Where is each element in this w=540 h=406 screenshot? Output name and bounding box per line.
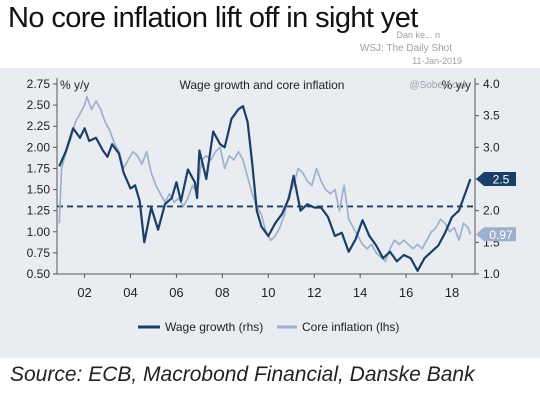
chart-title: Wage growth and core inflation: [180, 78, 345, 92]
right-axis-tick-label: 3.0: [483, 140, 500, 154]
left-axis-tick-label: 2.75: [27, 77, 51, 91]
wage-end-label: 2.5: [493, 173, 510, 187]
left-axis-tick-label: 0.75: [27, 246, 51, 260]
left-axis-tick-label: 1.50: [27, 183, 51, 197]
legend-label-wage: Wage growth (rhs): [165, 320, 263, 334]
x-axis-tick-label: 18: [445, 285, 459, 300]
left-axis-tick-label: 1.25: [27, 204, 51, 218]
x-axis-tick-label: 04: [123, 285, 137, 300]
wage-end-tag: [476, 172, 516, 186]
x-axis-tick-label: 14: [353, 285, 367, 300]
x-axis-tick-label: 10: [261, 285, 275, 300]
x-axis-tick-label: 08: [215, 285, 229, 300]
right-axis-tick-label: 2.0: [483, 204, 500, 218]
chart-svg: 2.75 2.50 2.25 2.00 1.75 1.50 1.25 1.00 0.75 0.50…: [27, 77, 516, 334]
chart-panel: 2.75 2.50 2.25 2.00 1.75 1.50 1.25 1.00 0.75 0.50…: [0, 68, 540, 358]
right-axis-label: % y/y: [442, 78, 471, 92]
left-axis-label: % y/y: [60, 78, 89, 92]
left-axis-tick-label: 2.25: [27, 119, 51, 133]
left-axis-tick-label: 0.50: [27, 267, 51, 281]
page-title: No core inflation lift off in sight yet: [8, 2, 418, 34]
watermark-line-4: @SoberLook: [409, 80, 468, 91]
right-axis-tick-label: 4.0: [483, 77, 500, 91]
right-axis-tick-label: 3.5: [483, 109, 500, 123]
source-note: Source: ECB, Macrobond Financial, Danske…: [10, 363, 475, 386]
right-axis-tick-label: 1.0: [483, 267, 500, 281]
watermark-line-3: 11-Jan-2019: [412, 56, 462, 66]
left-axis-tick-label: 2.50: [27, 98, 51, 112]
x-axis-tick-label: 02: [77, 285, 91, 300]
left-axis-tick-label: 1.00: [27, 225, 51, 239]
x-axis-tick-label: 06: [169, 285, 183, 300]
left-axis-tick-label: 1.75: [27, 161, 51, 175]
x-axis-tick-label: 16: [399, 285, 413, 300]
x-axis-tick-label: 12: [307, 285, 321, 300]
legend-label-core: Core inflation (lhs): [302, 320, 399, 334]
core-end-tag: [476, 227, 516, 242]
core-inflation-line: [58, 95, 472, 263]
watermark-line-2: WSJ: The Daily Shot: [359, 43, 452, 54]
core-end-label: 0.97: [489, 228, 513, 242]
watermark-line-1: Dan ke... n: [396, 30, 440, 40]
wage-growth-line: [58, 105, 472, 272]
left-axis-tick-label: 2.00: [27, 140, 51, 154]
